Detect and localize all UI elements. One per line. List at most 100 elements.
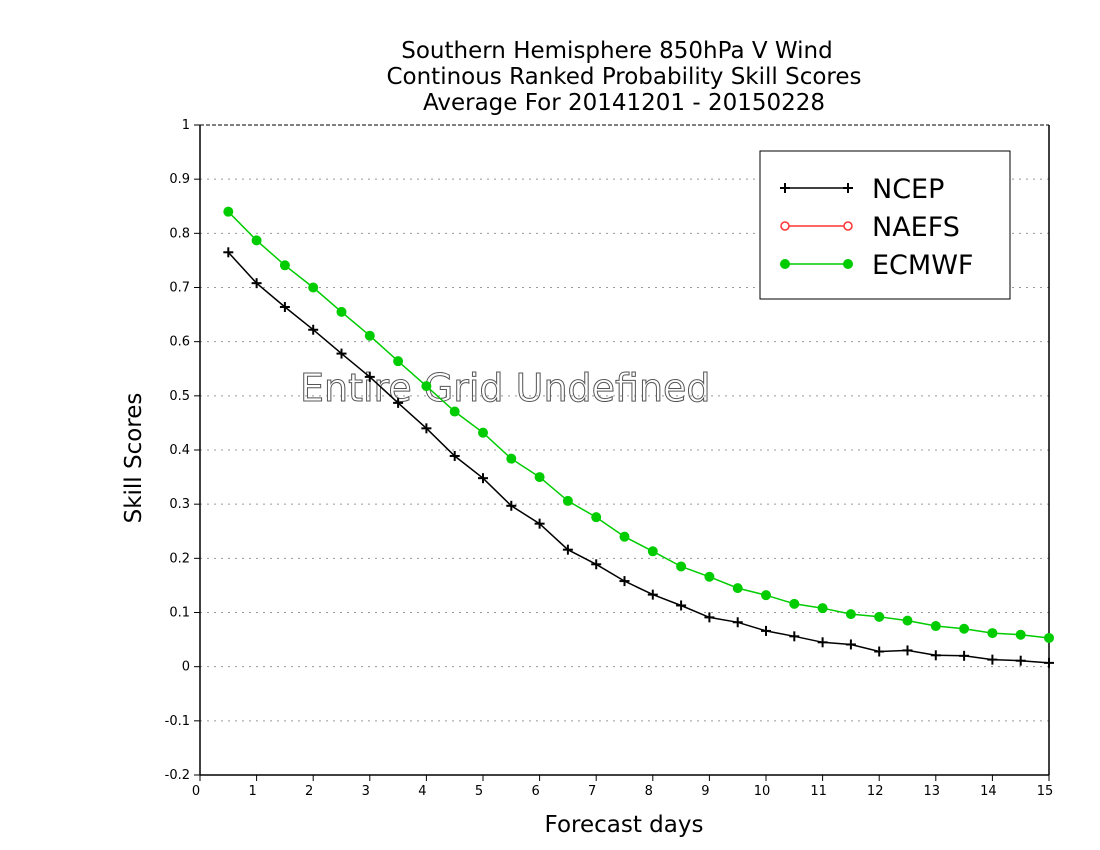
point-ncep-20: [789, 631, 800, 642]
series-ecmwf: [223, 206, 1054, 643]
chart-title-line-3: Average For 20141201 - 20150228: [423, 90, 825, 116]
x-tick-label-9: 9: [701, 784, 709, 799]
point-ecmwf-26: [959, 623, 970, 634]
point-ncep-5: [364, 371, 375, 382]
x-tick-label-3: 3: [362, 784, 370, 799]
point-ecmwf-3: [308, 282, 319, 293]
point-ncep-8: [449, 450, 460, 461]
series-ncep: [223, 247, 1054, 668]
point-ncep-2: [279, 302, 290, 312]
x-tick-label-10: 10: [754, 784, 771, 799]
legend-entry-ecmwf: ECMWF: [780, 250, 973, 281]
x-tick-label-11: 11: [810, 784, 827, 799]
point-ecmwf-15: [647, 546, 658, 557]
x-tick-label-4: 4: [418, 784, 426, 799]
point-ecmwf-19: [761, 590, 771, 601]
point-ecmwf-28: [1015, 629, 1026, 640]
point-ncep-11: [534, 518, 545, 529]
series-group: [223, 206, 1054, 668]
legend-label-naefs: NAEFS: [872, 212, 960, 243]
point-ncep-22: [845, 639, 856, 650]
legend-marker-start-ecmwf: [780, 259, 790, 269]
x-tick-label-12: 12: [867, 784, 884, 799]
point-ncep-25: [930, 650, 941, 661]
series-line-ncep: [227, 251, 1050, 664]
y-tick-label-1: 1: [182, 118, 190, 133]
point-ncep-28: [1015, 655, 1026, 666]
point-ecmwf-10: [506, 453, 517, 464]
x-axis-label: Forecast days: [545, 812, 704, 838]
x-tick-label-1: 1: [248, 784, 256, 799]
y-tick-label-0.7: 0.7: [169, 281, 190, 296]
y-tick-label-0.1: 0.1: [169, 606, 190, 621]
x-tick-label-7: 7: [588, 784, 596, 799]
ticks: -0.2-0.100.10.20.30.40.50.60.70.80.910 1 2…: [165, 118, 1054, 799]
x-tick-label-6: 6: [531, 784, 539, 799]
point-ecmwf-29: [1044, 632, 1054, 643]
legend-box: [759, 150, 1011, 300]
point-ecmwf-4: [336, 306, 347, 317]
x-tick-label-8: 8: [645, 784, 653, 799]
point-ecmwf-25: [930, 621, 941, 632]
point-ecmwf-17: [704, 571, 715, 582]
point-ncep-16: [676, 600, 687, 611]
y-tick-label-0: 0: [182, 660, 190, 675]
x-tick-label-2: 2: [305, 784, 313, 799]
point-ncep-24: [902, 645, 913, 656]
point-ncep-10: [506, 500, 517, 511]
y-tick-label-0.6: 0.6: [169, 335, 190, 350]
y-tick-label-0.5: 0.5: [169, 389, 190, 404]
legend-marker-start-ncep: [780, 183, 790, 193]
legend-label-ncep: NCEP: [872, 174, 944, 205]
y-tick-label-0.4: 0.4: [169, 443, 190, 458]
point-ecmwf-5: [364, 330, 375, 341]
x-tick-label-14: 14: [980, 784, 997, 799]
y-tick-label-0.2: 0.2: [169, 551, 190, 566]
point-ecmwf-6: [393, 356, 404, 367]
point-ncep-4: [336, 348, 347, 359]
point-ncep-18: [732, 617, 743, 628]
point-ncep-1: [251, 278, 262, 289]
y-tick-label-0.3: 0.3: [169, 497, 190, 512]
x-tick-label-5: 5: [475, 784, 483, 799]
point-ncep-13: [591, 559, 602, 570]
point-ecmwf-13: [591, 512, 602, 523]
point-ecmwf-27: [987, 628, 998, 639]
point-ecmwf-11: [534, 472, 545, 483]
point-ecmwf-1: [251, 235, 262, 246]
y-tick-label--0.1: -0.1: [165, 714, 190, 729]
point-ecmwf-21: [817, 603, 828, 614]
point-ncep-29: [1044, 657, 1054, 668]
chart-title-line-1: Southern Hemisphere 850hPa V Wind: [401, 38, 832, 64]
point-ncep-12: [562, 544, 573, 555]
point-ecmwf-24: [902, 615, 913, 626]
y-tick-label-0.9: 0.9: [169, 172, 190, 187]
point-ncep-9: [478, 473, 488, 484]
legend-marker-end-ecmwf: [843, 259, 853, 269]
point-ncep-15: [647, 589, 658, 600]
point-ecmwf-23: [874, 611, 885, 622]
point-ncep-3: [308, 324, 319, 335]
point-ncep-17: [704, 612, 715, 623]
undefined-grid-annotation: Entire Grid Undefined: [300, 366, 711, 410]
legend-entry-ncep: NCEP: [780, 174, 944, 205]
legend-entry-naefs: NAEFS: [780, 212, 960, 243]
point-ncep-6: [393, 397, 404, 408]
point-ncep-23: [874, 646, 885, 657]
legend-marker-end-ncep: [843, 183, 853, 193]
point-ecmwf-7: [421, 381, 432, 392]
y-axis-label: Skill Scores: [121, 393, 147, 524]
grid-lines: [200, 178, 1049, 722]
x-tick-label-15: 15: [1037, 784, 1054, 799]
point-ecmwf-0: [223, 206, 234, 217]
point-ecmwf-20: [789, 598, 800, 609]
x-tick-label-0: 0: [192, 784, 200, 799]
point-ecmwf-14: [619, 531, 630, 542]
point-ncep-27: [987, 654, 998, 665]
y-tick-label--0.2: -0.2: [165, 768, 190, 783]
point-ncep-0: [223, 247, 234, 258]
point-ecmwf-16: [676, 561, 687, 572]
point-ncep-14: [619, 576, 630, 587]
point-ncep-21: [817, 637, 828, 648]
